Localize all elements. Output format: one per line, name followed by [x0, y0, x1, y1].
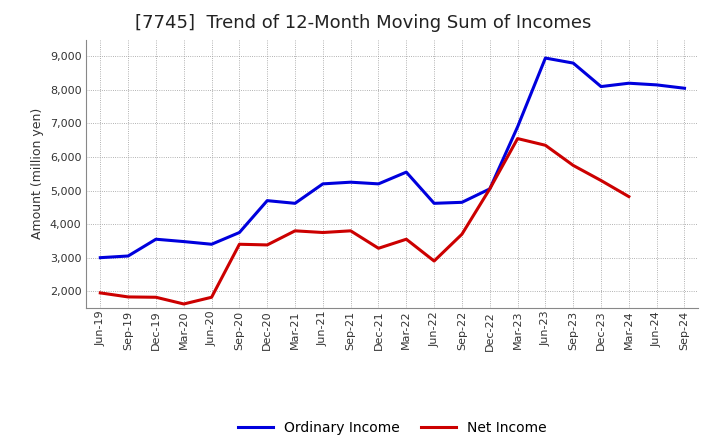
- Ordinary Income: [485, 186, 494, 191]
- Ordinary Income: [235, 230, 243, 235]
- Net Income: [597, 178, 606, 183]
- Net Income: [374, 246, 383, 251]
- Ordinary Income: [402, 169, 410, 175]
- Ordinary Income: [680, 86, 689, 91]
- Net Income: [513, 136, 522, 141]
- Y-axis label: Amount (million yen): Amount (million yen): [32, 108, 45, 239]
- Ordinary Income: [207, 242, 216, 247]
- Net Income: [458, 231, 467, 237]
- Net Income: [263, 242, 271, 248]
- Net Income: [96, 290, 104, 296]
- Ordinary Income: [597, 84, 606, 89]
- Net Income: [430, 258, 438, 264]
- Ordinary Income: [541, 55, 550, 61]
- Ordinary Income: [513, 124, 522, 129]
- Net Income: [235, 242, 243, 247]
- Net Income: [346, 228, 355, 234]
- Ordinary Income: [374, 181, 383, 187]
- Ordinary Income: [96, 255, 104, 260]
- Net Income: [124, 294, 132, 300]
- Ordinary Income: [291, 201, 300, 206]
- Net Income: [402, 237, 410, 242]
- Net Income: [152, 295, 161, 300]
- Net Income: [624, 194, 633, 199]
- Ordinary Income: [179, 239, 188, 244]
- Ordinary Income: [346, 180, 355, 185]
- Ordinary Income: [124, 253, 132, 259]
- Line: Net Income: Net Income: [100, 139, 629, 304]
- Net Income: [318, 230, 327, 235]
- Net Income: [485, 186, 494, 191]
- Ordinary Income: [624, 81, 633, 86]
- Text: [7745]  Trend of 12-Month Moving Sum of Incomes: [7745] Trend of 12-Month Moving Sum of I…: [135, 15, 592, 33]
- Net Income: [291, 228, 300, 234]
- Line: Ordinary Income: Ordinary Income: [100, 58, 685, 258]
- Ordinary Income: [569, 60, 577, 66]
- Ordinary Income: [152, 237, 161, 242]
- Ordinary Income: [652, 82, 661, 88]
- Net Income: [569, 163, 577, 168]
- Net Income: [179, 301, 188, 307]
- Legend: Ordinary Income, Net Income: Ordinary Income, Net Income: [233, 415, 552, 440]
- Ordinary Income: [263, 198, 271, 203]
- Net Income: [207, 295, 216, 300]
- Ordinary Income: [430, 201, 438, 206]
- Ordinary Income: [318, 181, 327, 187]
- Net Income: [541, 143, 550, 148]
- Ordinary Income: [458, 200, 467, 205]
